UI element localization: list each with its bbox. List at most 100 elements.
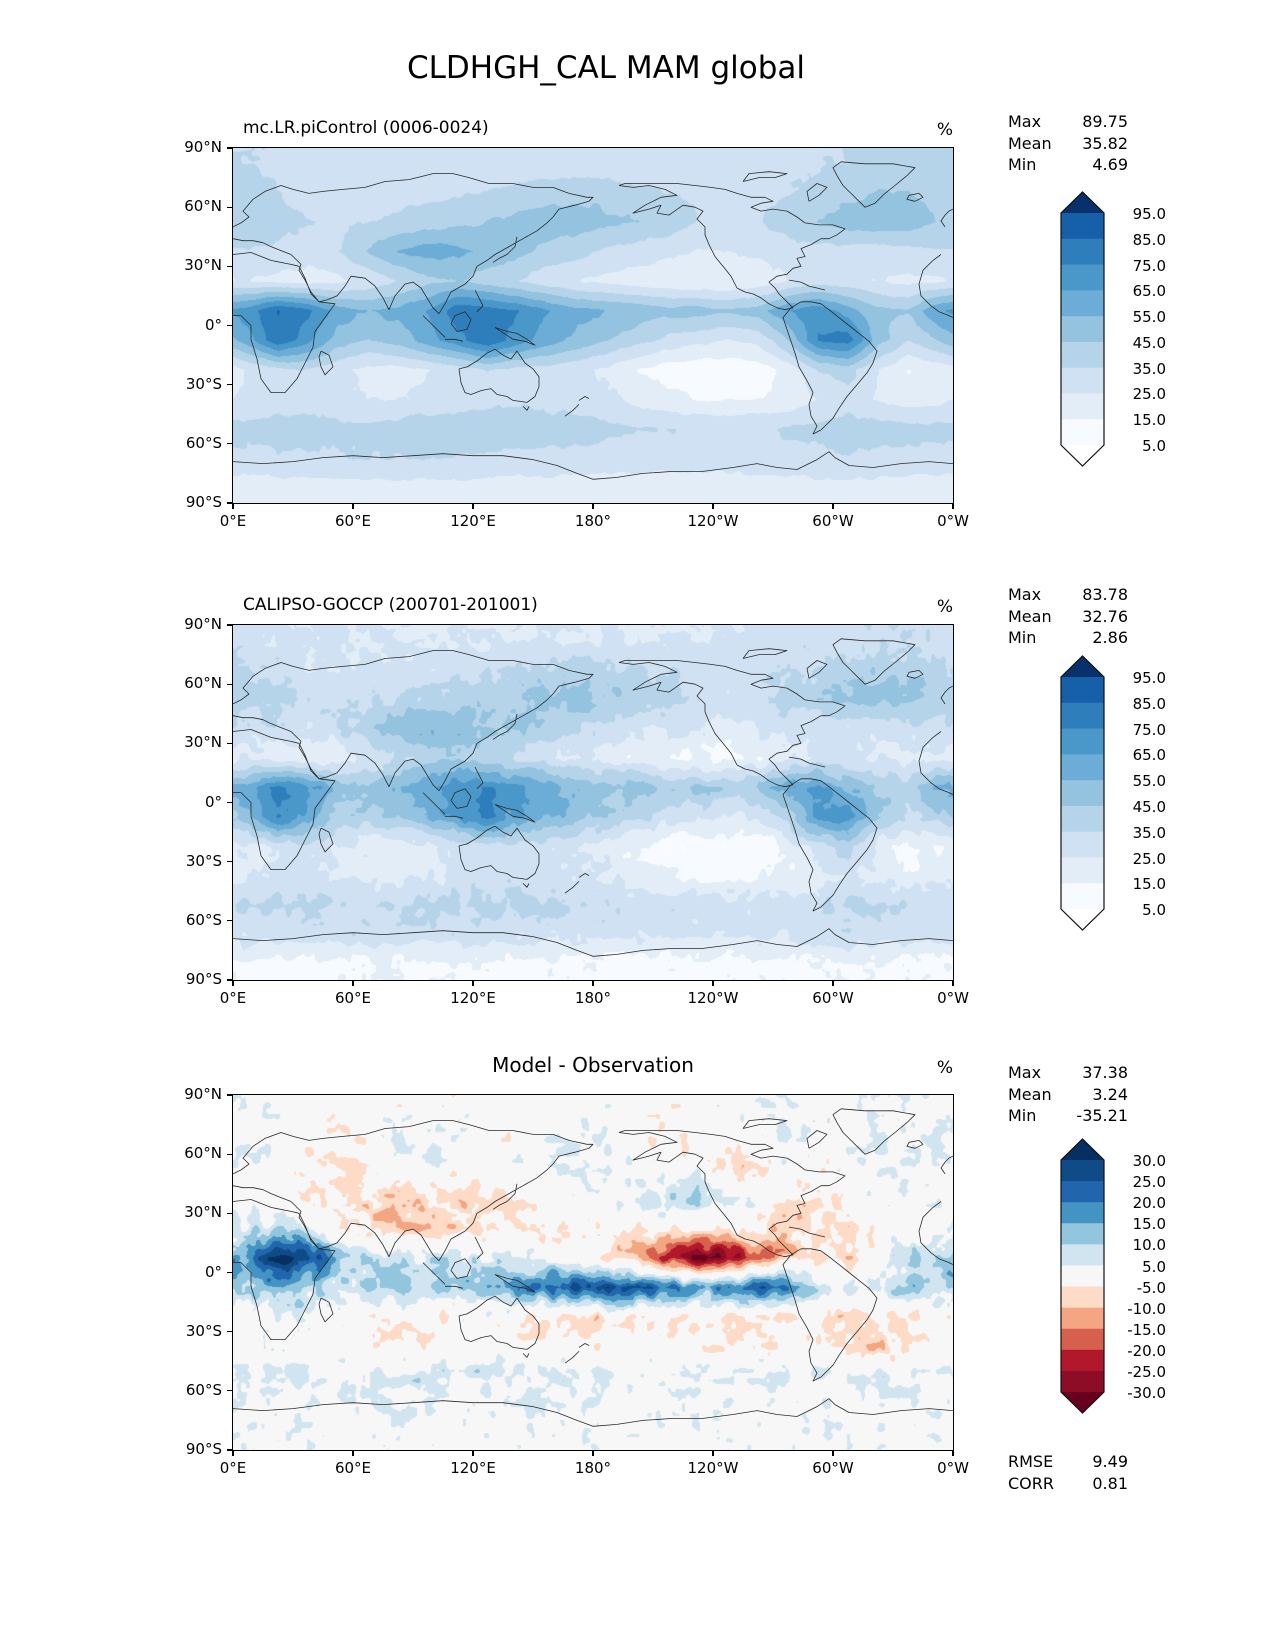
difference-map-canvas xyxy=(233,1095,953,1450)
colorbar-tick-label: 15.0 xyxy=(1132,875,1166,894)
colorbar-tick-label: 25.0 xyxy=(1132,849,1166,868)
stat-mean-label: Mean xyxy=(1008,133,1052,153)
lon-tick-label: 120°E xyxy=(450,512,496,530)
y-axis-tick xyxy=(227,1390,232,1392)
stat-corr-label: CORR xyxy=(1008,1473,1054,1493)
y-axis-tick xyxy=(227,1153,232,1155)
lon-tick-label: 180° xyxy=(574,989,612,1007)
lat-tick-label: 30°N xyxy=(184,733,222,752)
x-axis-tick xyxy=(232,504,234,509)
stat-max-label: Max xyxy=(1008,112,1042,131)
y-axis-tick xyxy=(227,384,232,386)
stat-mean-value: 3.24 xyxy=(1092,1084,1128,1104)
colorbar-tick-label: -25.0 xyxy=(1127,1362,1166,1381)
y-axis-tick xyxy=(227,1331,232,1333)
lon-tick-label: 0°W xyxy=(937,512,969,530)
lon-tick-label: 180° xyxy=(574,1459,612,1477)
panel-3-title: Model - Observation xyxy=(492,1053,694,1077)
x-axis-tick xyxy=(952,1451,954,1456)
lon-tick-label: 0°E xyxy=(219,1459,247,1477)
stat-max-value: 83.78 xyxy=(1082,585,1128,604)
colorbar-tick-label: 75.0 xyxy=(1132,720,1166,739)
panel-2-unit-label: % xyxy=(936,597,953,617)
panel-2-colorbar xyxy=(1060,655,1105,931)
panel-3-colorbar xyxy=(1060,1138,1105,1414)
colorbar-tick-label: 85.0 xyxy=(1132,230,1166,249)
colorbar-tick-label: 65.0 xyxy=(1132,746,1166,765)
colorbar-tick-label: 35.0 xyxy=(1132,359,1166,378)
colorbar-tick-label: -10.0 xyxy=(1127,1299,1166,1318)
lat-tick-label: 30°S xyxy=(185,1321,222,1340)
y-axis-tick xyxy=(227,1449,232,1451)
y-axis-tick xyxy=(227,443,232,445)
colorbar-tick-label: 25.0 xyxy=(1132,385,1166,404)
x-axis-tick xyxy=(232,981,234,986)
panel-2-title: CALIPSO-GOCCP (200701-201001) xyxy=(243,595,538,615)
lat-tick-label: 30°S xyxy=(185,851,222,870)
lat-tick-label: 60°S xyxy=(185,433,222,452)
y-axis-tick xyxy=(227,502,232,504)
y-axis-tick xyxy=(227,324,232,327)
panel-1-colorbar xyxy=(1060,191,1105,467)
lon-tick-label: 60°W xyxy=(812,512,854,530)
lon-tick-label: 0°E xyxy=(219,989,247,1007)
colorbar-tick-label: 5.0 xyxy=(1142,437,1166,455)
lon-tick-label: 60°E xyxy=(334,989,372,1007)
lat-tick-label: 90°S xyxy=(185,1440,222,1458)
figure-title: CLDHGH_CAL MAM global xyxy=(406,50,805,86)
x-axis-tick xyxy=(472,981,474,986)
stat-max-value: 89.75 xyxy=(1082,112,1128,131)
stat-rmse-value: 9.49 xyxy=(1092,1452,1128,1471)
lon-tick-label: 180° xyxy=(574,512,612,530)
lon-tick-label: 120°W xyxy=(687,512,739,530)
panel-3-unit-label: % xyxy=(936,1058,953,1078)
model-map-canvas xyxy=(233,148,953,503)
lat-tick-label: 60°S xyxy=(185,910,222,929)
colorbar-tick-label: 65.0 xyxy=(1132,282,1166,301)
lon-tick-label: 120°E xyxy=(450,989,496,1007)
y-axis-tick xyxy=(227,206,232,208)
lon-tick-label: 120°E xyxy=(450,1459,496,1477)
lon-tick-label: 0°E xyxy=(219,512,247,530)
colorbar-tick-label: 45.0 xyxy=(1132,797,1166,816)
colorbar-tick-label: 25.0 xyxy=(1132,1173,1166,1192)
x-axis-tick xyxy=(832,1451,834,1456)
lon-tick-label: 120°W xyxy=(687,1459,739,1477)
y-axis-tick xyxy=(227,147,232,149)
x-axis-tick xyxy=(472,1451,474,1456)
lon-tick-label: 0°W xyxy=(937,989,969,1007)
lat-tick-label: 30°S xyxy=(185,374,222,393)
colorbar-tick-label: 35.0 xyxy=(1132,823,1166,842)
colorbar-tick-label: -20.0 xyxy=(1127,1341,1166,1360)
colorbar-tick-label: 30.0 xyxy=(1132,1152,1166,1170)
lon-tick-label: 120°W xyxy=(687,989,739,1007)
y-axis-tick xyxy=(227,624,232,626)
lat-tick-label: 90°N xyxy=(184,1085,222,1103)
stat-max-label: Max xyxy=(1008,585,1042,604)
y-axis-tick xyxy=(227,861,232,863)
x-axis-tick xyxy=(592,1451,594,1456)
y-axis-tick xyxy=(227,265,232,267)
x-axis-tick xyxy=(712,504,714,509)
y-axis-tick xyxy=(227,742,232,744)
colorbar-tick-label: 95.0 xyxy=(1132,669,1166,687)
stat-min-value: -35.21 xyxy=(1076,1106,1128,1125)
x-axis-tick xyxy=(592,981,594,986)
colorbar-tick-label: 85.0 xyxy=(1132,694,1166,713)
stat-corr-value: 0.81 xyxy=(1092,1473,1128,1493)
x-axis-tick xyxy=(232,1451,234,1456)
x-axis-tick xyxy=(352,1451,354,1456)
x-axis-tick xyxy=(352,504,354,509)
stat-max-value: 37.38 xyxy=(1082,1063,1128,1082)
colorbar-tick-label: 75.0 xyxy=(1132,256,1166,275)
stat-max-label: Max xyxy=(1008,1063,1042,1082)
lat-tick-label: 90°N xyxy=(184,138,222,156)
stat-mean-label: Mean xyxy=(1008,606,1052,626)
colorbar-tick-label: 45.0 xyxy=(1132,333,1166,352)
stat-rmse-label: RMSE xyxy=(1008,1452,1054,1471)
colorbar-tick-label: 15.0 xyxy=(1132,411,1166,430)
y-axis-tick xyxy=(227,683,232,685)
colorbar-tick-label: 20.0 xyxy=(1132,1194,1166,1213)
x-axis-tick xyxy=(472,504,474,509)
